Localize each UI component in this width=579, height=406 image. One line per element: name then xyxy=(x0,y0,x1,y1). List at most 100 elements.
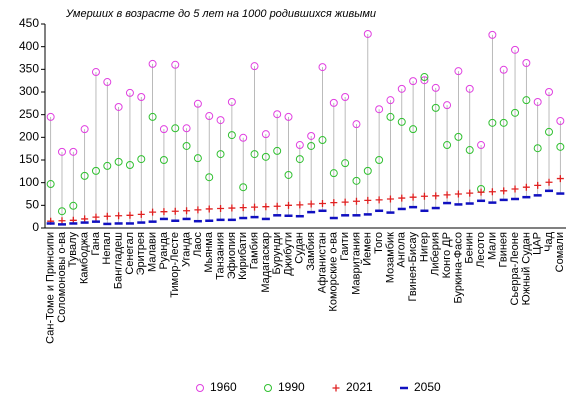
dot xyxy=(329,98,338,107)
x-tick-label: Эфиопия xyxy=(226,232,238,279)
dot xyxy=(318,63,327,72)
y-tick-label: 200 xyxy=(19,130,39,144)
x-tick-label: Бурунди xyxy=(271,232,283,275)
dot xyxy=(465,84,474,93)
dot xyxy=(250,62,259,71)
dot xyxy=(284,112,293,121)
dot xyxy=(420,192,428,200)
x-tick-label: Сан-Томе и Принсипи xyxy=(45,232,57,344)
dot xyxy=(511,108,520,117)
dot xyxy=(194,206,202,214)
dot xyxy=(205,205,213,213)
dot xyxy=(251,203,259,211)
dot xyxy=(148,59,157,68)
dot xyxy=(307,200,315,208)
dot xyxy=(103,78,112,87)
dot xyxy=(193,154,202,163)
dot xyxy=(556,142,565,151)
dot xyxy=(533,144,542,153)
dot xyxy=(466,189,474,197)
dot xyxy=(375,105,384,114)
legend-label: 1990 xyxy=(278,380,305,394)
dot xyxy=(125,160,134,169)
dot xyxy=(159,125,168,134)
dot xyxy=(488,188,496,196)
dot xyxy=(499,118,508,127)
x-tick-label: Бангладеш xyxy=(113,232,125,289)
x-tick-label: Руанда xyxy=(158,231,170,269)
dot xyxy=(159,156,168,164)
dot xyxy=(375,196,383,204)
dot xyxy=(114,157,123,166)
x-tick-label: Сьерра-Леоне xyxy=(509,232,521,305)
dot xyxy=(465,146,474,155)
dot xyxy=(227,97,236,106)
dot xyxy=(556,117,565,126)
dot xyxy=(431,103,440,112)
dot xyxy=(341,159,350,168)
dot xyxy=(205,173,214,182)
dot xyxy=(80,125,89,134)
y-tick-label: 400 xyxy=(19,39,39,53)
legend-label: 2021 xyxy=(346,380,373,394)
dot xyxy=(250,150,259,159)
dot xyxy=(420,76,429,85)
dot xyxy=(171,207,179,215)
dot xyxy=(318,200,326,208)
dot xyxy=(295,141,304,150)
dot xyxy=(533,97,542,106)
x-tick-label: Танзания xyxy=(214,232,226,280)
dot xyxy=(58,217,66,225)
dot xyxy=(148,112,157,121)
chart-title: Умерших в возрасте до 5 лет на 1000 роди… xyxy=(65,8,376,20)
dot xyxy=(171,60,180,69)
dot xyxy=(341,198,349,206)
x-tick-label: Мали xyxy=(486,232,498,260)
y-tick-label: 100 xyxy=(19,175,39,189)
dot xyxy=(273,146,282,155)
dot xyxy=(398,194,406,202)
dot xyxy=(239,204,247,212)
x-tick-label: Лаос xyxy=(192,232,204,257)
dot xyxy=(80,171,89,180)
dot xyxy=(114,102,123,111)
x-tick-label: Непал xyxy=(101,232,113,265)
dot xyxy=(193,99,202,108)
dot xyxy=(57,207,66,216)
dot xyxy=(454,190,462,198)
x-tick-label: Мадагаскар xyxy=(260,232,272,293)
x-tick-label: Либерия xyxy=(430,232,442,276)
dot xyxy=(46,180,55,189)
dot xyxy=(522,183,530,191)
x-tick-label: Мьянма xyxy=(203,231,215,272)
dot xyxy=(115,212,123,220)
dot xyxy=(409,125,418,134)
dot xyxy=(330,199,338,207)
x-tick-label: Чад xyxy=(543,231,555,251)
dot xyxy=(91,166,100,175)
legend-marker xyxy=(196,384,204,392)
dot xyxy=(488,30,497,39)
dot xyxy=(397,117,406,126)
x-tick-label: Гвинея-Бисау xyxy=(407,232,419,302)
dot xyxy=(454,67,463,76)
dot xyxy=(262,203,270,211)
dot xyxy=(443,191,451,199)
dot xyxy=(545,88,554,96)
x-tick-label: Тувалу xyxy=(67,232,79,268)
dot xyxy=(137,210,145,218)
dot xyxy=(363,166,372,175)
x-tick-label: Судан xyxy=(294,232,306,264)
dot xyxy=(397,84,406,93)
x-tick-label: Камбоджа xyxy=(79,231,91,284)
dot xyxy=(329,169,338,178)
dot xyxy=(295,155,304,164)
dot xyxy=(477,141,486,150)
dot xyxy=(216,150,225,159)
dot xyxy=(92,213,100,221)
x-tick-label: Сенегал xyxy=(124,232,136,275)
dot xyxy=(216,116,225,125)
x-tick-label: Сомали xyxy=(554,232,566,272)
dot xyxy=(261,152,270,161)
x-tick-label: Гвинея xyxy=(498,232,510,268)
